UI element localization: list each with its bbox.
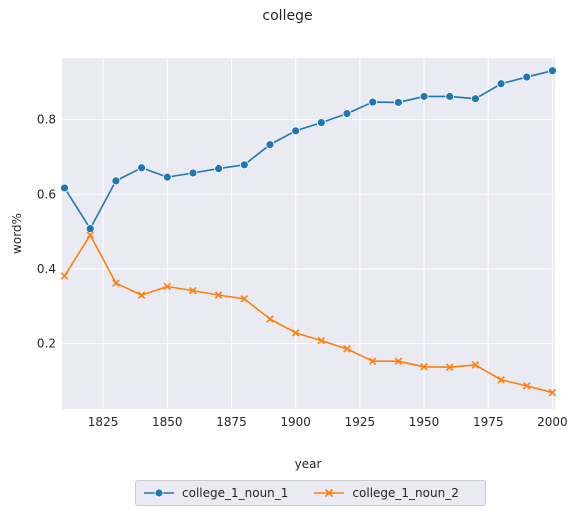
data-point-series-2 [189, 286, 197, 295]
data-point-series-1 [85, 224, 95, 234]
x-tick-label: 1900 [280, 415, 311, 429]
legend: college_1_noun_1 college_1_noun_2 [135, 480, 486, 506]
series-line-2 [63, 234, 553, 394]
data-point-series-1 [214, 164, 224, 173]
data-point-series-2 [112, 279, 120, 287]
tick-labels: 1825 1850 1875 1900 1925 1950 1975 2000 0.2 0.4 0.… [37, 113, 568, 429]
x-tick-label: 1850 [152, 415, 183, 429]
data-point-series-2 [368, 357, 377, 365]
y-axis-label: word% [10, 213, 24, 254]
y-tick-label: 0.8 [37, 113, 56, 127]
x-tick-label: 1925 [345, 415, 376, 429]
data-point-series-2 [497, 376, 505, 384]
data-point-series-1 [162, 172, 172, 182]
data-point-series-2 [445, 363, 454, 371]
data-point-series-2 [317, 336, 326, 345]
data-point-series-1 [445, 92, 455, 101]
data-point-series-1 [265, 140, 275, 150]
data-point-series-2 [60, 272, 69, 280]
legend-swatch-2 [314, 488, 345, 498]
x-tick-label: 1875 [216, 415, 247, 429]
data-point-series-1 [137, 163, 146, 173]
data-point-series-1 [60, 183, 69, 193]
x-tick-label: 1950 [409, 415, 440, 429]
data-point-series-1 [291, 126, 301, 136]
data-point-series-2 [163, 282, 172, 291]
y-tick-label: 0.6 [37, 187, 56, 201]
data-point-series-2 [137, 291, 146, 299]
data-point-series-2 [214, 291, 223, 299]
data-point-series-1 [342, 109, 352, 119]
data-point-series-1 [548, 66, 557, 76]
x-tick-label: 1975 [473, 415, 504, 429]
legend-label-2: college_1_noun_2 [352, 486, 459, 500]
data-point-series-2 [240, 295, 249, 303]
legend-item-2: college_1_noun_2 [314, 486, 459, 500]
data-point-series-2 [343, 345, 351, 353]
data-point-series-2 [522, 382, 531, 390]
data-point-series-1 [471, 94, 480, 104]
legend-swatch-1 [144, 488, 174, 498]
y-tick-label: 0.4 [37, 262, 56, 276]
data-point-series-1 [188, 168, 198, 178]
series-layer [60, 66, 557, 397]
plot-area [62, 58, 555, 409]
data-point-series-2 [266, 315, 274, 323]
data-point-series-2 [420, 363, 428, 371]
data-point-series-2 [548, 388, 557, 397]
data-point-series-2 [471, 361, 480, 369]
data-point-series-1 [393, 98, 403, 107]
x-tick-label: 2000 [537, 415, 568, 429]
data-point-series-1 [419, 92, 429, 101]
data-point-series-1 [111, 176, 121, 186]
data-point-series-2 [86, 231, 95, 239]
chart-title: college [262, 8, 313, 24]
grid-lines [62, 58, 555, 409]
legend-label-1: college_1_noun_1 [182, 486, 289, 500]
data-point-series-1 [522, 72, 532, 82]
data-point-series-1 [368, 97, 378, 107]
data-point-series-1 [316, 118, 326, 127]
data-point-series-1 [496, 79, 506, 89]
y-tick-label: 0.2 [37, 337, 56, 351]
data-point-series-1 [239, 160, 249, 170]
legend-item-1: college_1_noun_1 [144, 486, 288, 500]
x-axis-label: year [295, 457, 322, 471]
data-point-series-2 [291, 329, 300, 337]
x-tick-label: 1825 [88, 415, 119, 429]
data-point-series-2 [394, 357, 403, 365]
